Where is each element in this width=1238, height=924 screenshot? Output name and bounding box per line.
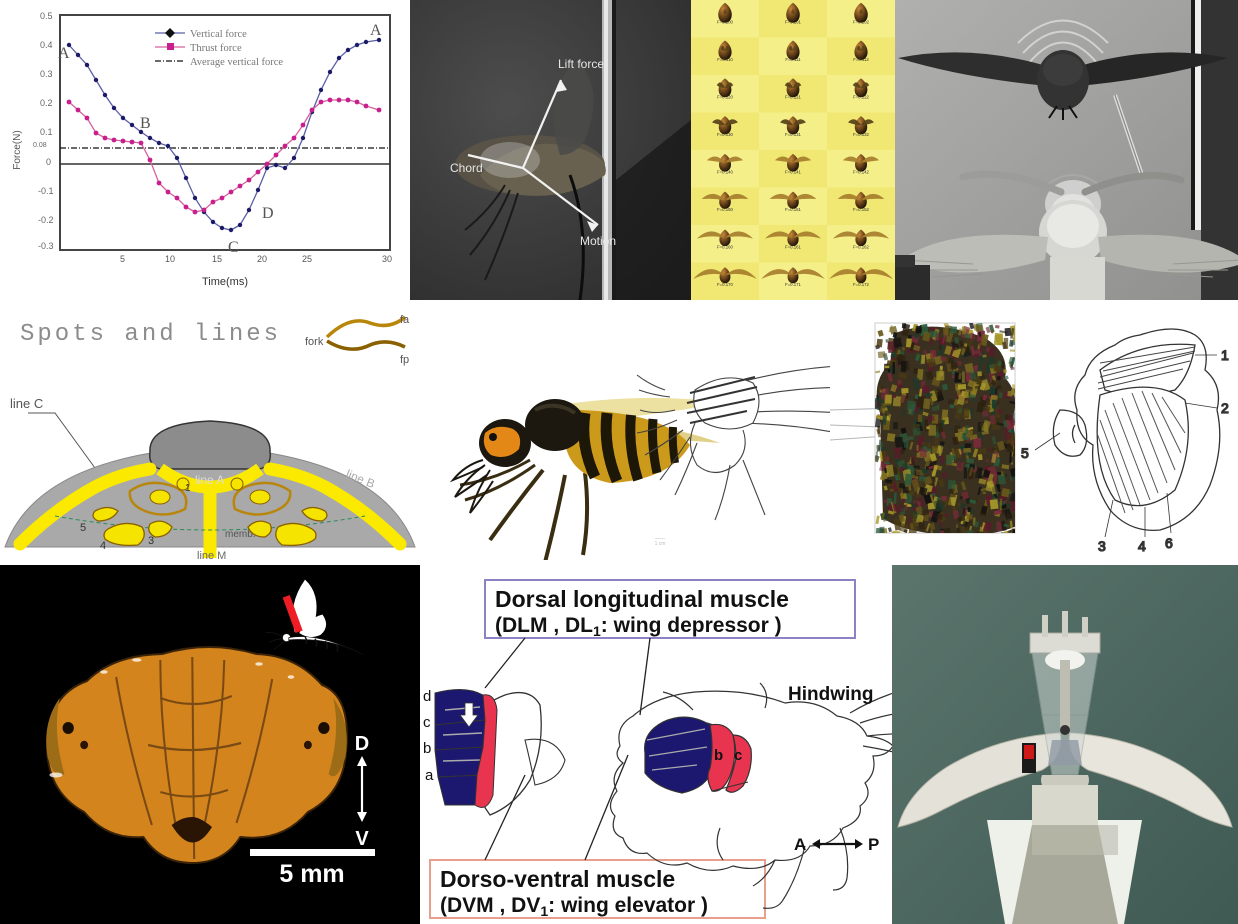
svg-text:line A: line A	[195, 473, 224, 487]
svg-text:(DLM , DL1: wing depressor ): (DLM , DL1: wing depressor )	[495, 614, 782, 639]
svg-text:fa: fa	[400, 314, 410, 326]
svg-text:20: 20	[257, 254, 267, 264]
svg-text:Hindwing: Hindwing	[788, 684, 873, 705]
svg-text:0.5: 0.5	[40, 11, 53, 21]
svg-text:25: 25	[302, 254, 312, 264]
svg-text:Time(ms): Time(ms)	[202, 276, 248, 288]
svg-text:15: 15	[212, 254, 222, 264]
svg-text:line M: line M	[197, 550, 226, 560]
svg-text:Vertical force: Vertical force	[190, 29, 247, 40]
svg-text:b: b	[714, 747, 723, 764]
svg-text:Spots and lines: Spots and lines	[20, 321, 281, 348]
svg-text:Dorsal longitudinal muscle: Dorsal longitudinal muscle	[495, 586, 789, 612]
svg-text:5: 5	[120, 254, 125, 264]
svg-text:5: 5	[1021, 445, 1029, 461]
svg-text:D: D	[262, 205, 274, 222]
svg-text:fp: fp	[400, 354, 409, 366]
svg-text:Lift force: Lift force	[558, 57, 604, 71]
svg-text:Motion: Motion	[580, 234, 616, 248]
svg-text:3: 3	[148, 535, 154, 547]
svg-text:V: V	[355, 828, 369, 850]
svg-text:P: P	[868, 835, 879, 854]
svg-text:1: 1	[1221, 347, 1229, 363]
svg-text:d: d	[423, 688, 431, 705]
svg-text:A: A	[58, 45, 70, 62]
svg-text:A: A	[370, 22, 382, 39]
svg-text:c: c	[734, 747, 742, 764]
svg-text:Dorso-ventral muscle: Dorso-ventral muscle	[440, 866, 675, 892]
svg-text:b: b	[423, 740, 431, 757]
svg-text:-0.1: -0.1	[38, 186, 54, 196]
svg-text:1: 1	[185, 483, 191, 494]
svg-text:0.08: 0.08	[33, 142, 47, 149]
svg-text:Thrust force: Thrust force	[190, 43, 242, 54]
svg-text:A: A	[794, 835, 806, 854]
svg-text:c: c	[423, 714, 431, 731]
svg-text:6: 6	[1165, 535, 1173, 551]
svg-text:4: 4	[1138, 538, 1146, 554]
svg-text:3: 3	[1098, 538, 1106, 554]
svg-text:4: 4	[100, 540, 106, 552]
svg-text:B: B	[140, 115, 151, 132]
svg-text:-0.2: -0.2	[38, 215, 54, 225]
svg-text:Average vertical force: Average vertical force	[190, 57, 283, 68]
svg-text:(DVM , DV1: wing elevator ): (DVM , DV1: wing elevator )	[440, 894, 708, 919]
svg-text:0.4: 0.4	[40, 40, 53, 50]
svg-text:line C: line C	[10, 396, 43, 411]
svg-text:30: 30	[382, 254, 392, 264]
svg-text:-0.3: -0.3	[38, 241, 54, 251]
svg-text:___: ___	[654, 533, 666, 539]
svg-text:5: 5	[80, 522, 86, 534]
svg-text:0: 0	[46, 157, 51, 167]
svg-text:a: a	[425, 767, 434, 784]
svg-text:fork: fork	[305, 336, 324, 348]
svg-text:Chord: Chord	[450, 161, 483, 175]
svg-text:1 cm: 1 cm	[655, 541, 666, 547]
svg-text:10: 10	[165, 254, 175, 264]
svg-text:Force(N): Force(N)	[12, 130, 23, 169]
svg-text:0.1: 0.1	[40, 127, 53, 137]
svg-text:5 mm: 5 mm	[279, 860, 344, 888]
svg-text:D: D	[355, 733, 369, 755]
svg-text:0.3: 0.3	[40, 69, 53, 79]
svg-text:C: C	[228, 239, 239, 256]
svg-text:0.2: 0.2	[40, 98, 53, 108]
svg-text:2: 2	[1221, 400, 1229, 416]
